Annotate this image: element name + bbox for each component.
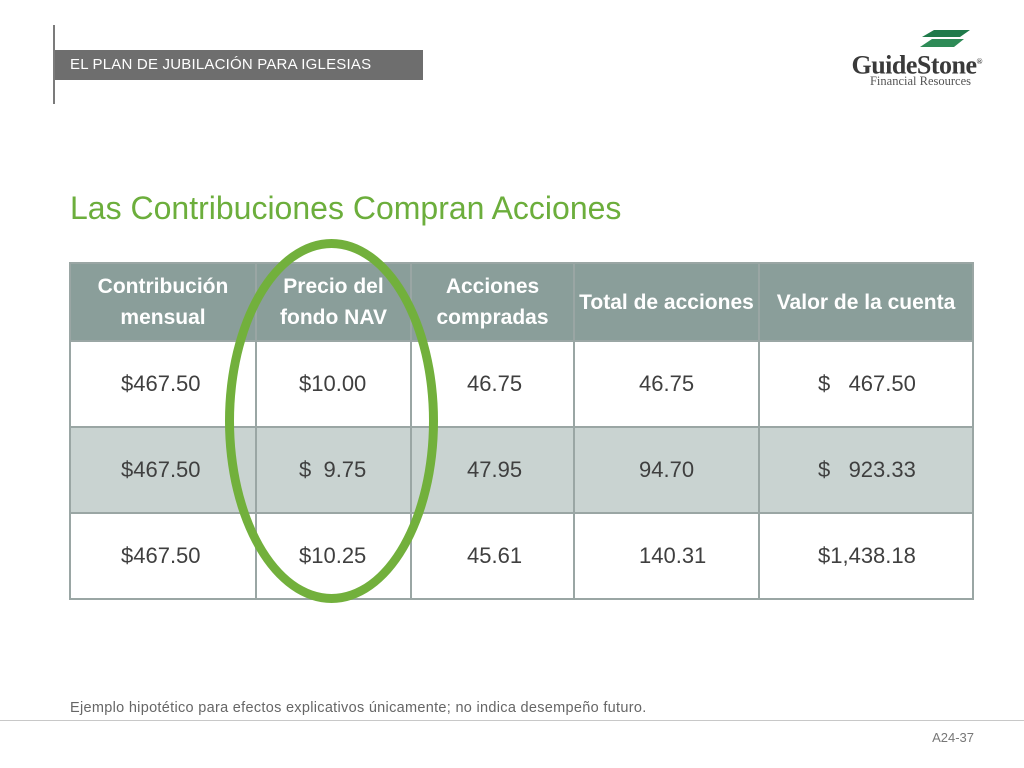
nav-price-highlight-oval bbox=[225, 239, 438, 603]
column-header-total-shares: Total de acciones bbox=[573, 262, 760, 342]
cell-shares-bought: 47.95 bbox=[410, 426, 575, 514]
cell-shares-bought: 45.61 bbox=[410, 512, 575, 600]
logo-wordmark: GuideStone® bbox=[851, 50, 982, 80]
cell-contribution: $467.50 bbox=[69, 426, 257, 514]
footer-divider bbox=[0, 720, 1024, 721]
cell-account-value: $ 467.50 bbox=[758, 340, 974, 428]
column-header-shares-bought: Acciones compradas bbox=[410, 262, 575, 342]
cell-total-shares: 94.70 bbox=[573, 426, 760, 514]
contributions-table: Contribución mensual Precio del fondo NA… bbox=[69, 262, 974, 600]
cell-contribution: $467.50 bbox=[69, 340, 257, 428]
slide-title: Las Contribuciones Compran Acciones bbox=[70, 190, 622, 226]
page-number: A24-37 bbox=[932, 730, 974, 745]
column-header-account-value: Valor de la cuenta bbox=[758, 262, 974, 342]
cell-account-value: $ 923.33 bbox=[758, 426, 974, 514]
table-header-row: Contribución mensual Precio del fondo NA… bbox=[69, 262, 974, 342]
column-header-contribution: Contribución mensual bbox=[69, 262, 257, 342]
cell-total-shares: 140.31 bbox=[573, 512, 760, 600]
guidestone-logo: GuideStone® Financial Resources bbox=[832, 30, 983, 92]
footnote-disclaimer: Ejemplo hipotético para efectos explicat… bbox=[70, 700, 647, 716]
guidestone-logo-mark-icon bbox=[920, 30, 970, 47]
cell-account-value: $1,438.18 bbox=[758, 512, 974, 600]
table-row: $467.50 $10.00 46.75 46.75 $ 467.50 bbox=[69, 340, 974, 428]
table-row: $467.50 $ 9.75 47.95 94.70 $ 923.33 bbox=[69, 426, 974, 514]
header-accent-line bbox=[53, 25, 55, 104]
table-row: $467.50 $10.25 45.61 140.31 $1,438.18 bbox=[69, 512, 974, 600]
logo-subtitle: Financial Resources bbox=[869, 74, 971, 88]
cell-contribution: $467.50 bbox=[69, 512, 257, 600]
section-header: EL PLAN DE JUBILACIÓN PARA IGLESIAS bbox=[55, 50, 423, 80]
cell-total-shares: 46.75 bbox=[573, 340, 760, 428]
